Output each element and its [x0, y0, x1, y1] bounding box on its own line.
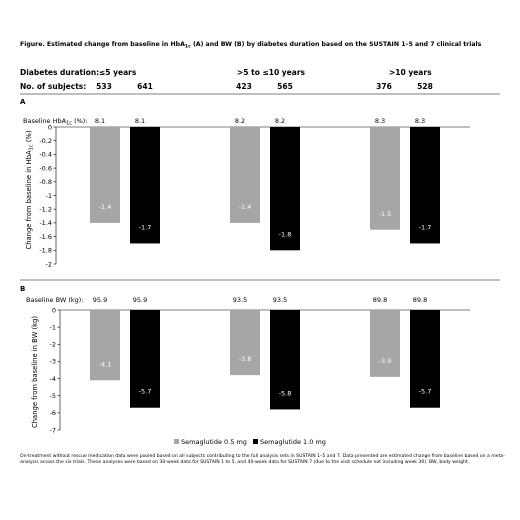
- panel-b-y-tick-label: -7: [50, 426, 56, 434]
- panel-a-data-label: -1.8: [279, 230, 292, 238]
- panel-b-y-tick-label: -6: [50, 409, 56, 417]
- panel-b-baseline-value: 95.9: [133, 296, 147, 304]
- panel-a-baseline-label: Baseline HbA1c (%):: [23, 117, 88, 127]
- panel-a-bar: [270, 127, 300, 251]
- panel-b-baseline-value: 93.5: [273, 296, 287, 304]
- legend-label-semaglutide-0-5: Semaglutide 0.5 mg: [181, 438, 247, 446]
- panel-b-data-label: -5.7: [139, 388, 152, 396]
- panel-a-data-label: -1.4: [99, 203, 112, 211]
- panel-b-baseline-value: 93.5: [233, 296, 247, 304]
- panel-a-y-tick-label: -1.4: [39, 219, 52, 227]
- panel-b-baseline-label: Baseline BW (kg):: [26, 296, 84, 304]
- panel-a-data-label: -1.7: [419, 223, 432, 231]
- panel-a-baseline-value: 8.2: [235, 117, 245, 125]
- subjects-value: 423: [236, 82, 252, 91]
- panel-a-bar: [90, 127, 120, 223]
- panel-a-y-tick-label: 0: [48, 123, 52, 131]
- subjects-value: 376: [376, 82, 392, 91]
- footnote: On-treatment without rescue medication d…: [20, 454, 505, 465]
- panel-b-bar: [130, 310, 160, 408]
- subjects-label: No. of subjects:: [20, 82, 86, 91]
- panel-a-baseline-value: 8.3: [375, 117, 385, 125]
- panel-b-data-label: -5.8: [279, 389, 292, 397]
- panel-a-y-tick-label: -0.8: [39, 178, 52, 186]
- panel-a-y-tick-label: -1: [46, 192, 52, 200]
- legend-swatch-semaglutide-1-0: [253, 439, 258, 444]
- panel-a-y-tick-label: -1.6: [39, 233, 52, 241]
- panel-a-bar: [130, 127, 160, 244]
- panel-b-bar: [410, 310, 440, 408]
- legend-swatch-semaglutide-0-5: [174, 439, 179, 444]
- group-label-1: ≤5 years: [99, 68, 137, 77]
- panel-a-y-tick-label: -2: [46, 260, 52, 268]
- panel-a-bar: [370, 127, 400, 230]
- panel-a-bar: [230, 127, 260, 223]
- panel-b-data-label: -3.9: [379, 357, 392, 365]
- panel-b-bar: [270, 310, 300, 410]
- legend-label-semaglutide-1-0: Semaglutide 1.0 mg: [260, 438, 326, 446]
- panel-b-y-tick-label: -3: [50, 358, 56, 366]
- panel-b-y-tick-label: -4: [50, 375, 56, 383]
- subjects-value: 641: [137, 82, 153, 91]
- panel-b-bar: [230, 310, 260, 376]
- panel-b-data-label: -5.7: [419, 388, 432, 396]
- panel-a-y-axis-title: Change from baseline in HbA1c (%): [25, 130, 35, 249]
- panel-b-y-tick-label: 0: [52, 306, 56, 314]
- panel-a-label: A: [20, 98, 26, 106]
- panel-b-plot: 0 -1 -2 -3 -4 -5 -6 -7 -4.1 95.9 -5.7 95.9 -3.8 93.5 -…: [50, 296, 470, 434]
- panel-a-y-tick-label: -0.4: [39, 151, 52, 159]
- panel-b-label: B: [20, 285, 25, 293]
- panel-a-data-label: -1.5: [379, 210, 392, 218]
- panel-b-y-tick-label: -2: [50, 341, 56, 349]
- panel-b-baseline-value: 89.8: [413, 296, 427, 304]
- panel-a-data-label: -1.7: [139, 223, 152, 231]
- panel-a-baseline-value: 8.2: [275, 117, 285, 125]
- panel-a-baseline-value: 8.1: [135, 117, 145, 125]
- panel-a-baseline-value: 8.3: [415, 117, 425, 125]
- panel-a-y-tick-label: -0.2: [39, 137, 52, 145]
- panel-a-y-tick-label: -0.6: [39, 164, 52, 172]
- panel-b-bar: [370, 310, 400, 377]
- panel-b-data-label: -3.8: [239, 355, 252, 363]
- panel-b-y-tick-label: -5: [50, 392, 56, 400]
- panel-b-y-axis-title: Change from baseline in BW (kg): [31, 316, 39, 428]
- panel-b-bar: [90, 310, 120, 381]
- panel-b-baseline-value: 95.9: [93, 296, 107, 304]
- panel-a-baseline-value: 8.1: [95, 117, 105, 125]
- panel-b-y-tick-label: -1: [50, 323, 56, 331]
- panel-a-bar: [410, 127, 440, 244]
- subjects-value: 533: [96, 82, 112, 91]
- group-label-2: >5 to ≤10 years: [237, 68, 306, 77]
- group-label-3: >10 years: [389, 68, 432, 77]
- subjects-value: 528: [417, 82, 433, 91]
- panel-b-baseline-value: 89.8: [373, 296, 387, 304]
- subjects-value: 565: [277, 82, 293, 91]
- panel-a-plot: 0 -0.2 -0.4 -0.6 -0.8 -1 -1.2 -1.4 -1.6 -1.8 -2 -1.…: [39, 117, 470, 268]
- panel-a-y-tick-label: -1.2: [39, 206, 52, 214]
- figure-title: Figure. Estimated change from baseline i…: [20, 41, 482, 50]
- duration-label: Diabetes duration:: [20, 68, 99, 77]
- panel-b-data-label: -4.1: [99, 360, 112, 368]
- panel-a-data-label: -1.4: [239, 203, 252, 211]
- panel-a-y-tick-label: -1.8: [39, 247, 52, 255]
